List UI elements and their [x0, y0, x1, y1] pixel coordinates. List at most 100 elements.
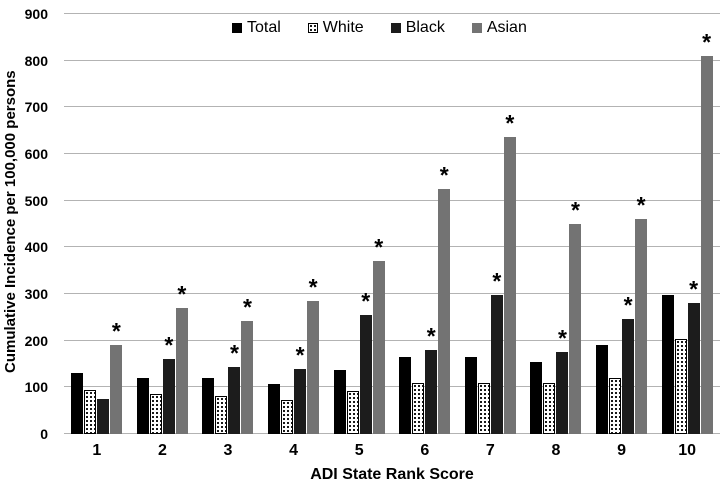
bar-total-3: [202, 377, 215, 434]
y-tick-label: 100: [24, 379, 48, 396]
y-tick-label: 800: [24, 52, 48, 69]
bar-black-1: [97, 398, 110, 434]
bar-asian-2: *: [175, 283, 188, 434]
bar-groups: * * * * * * * * * * * * * * * * * * *: [64, 14, 720, 434]
bar-black-5: *: [359, 290, 372, 434]
bar-white-7: [477, 382, 490, 434]
significance-asterisk: *: [177, 281, 187, 308]
bar-white-8: [543, 382, 556, 434]
bar-white-1: [84, 390, 97, 434]
legend-item-black: Black: [390, 19, 445, 37]
bar-white-10: [674, 339, 687, 434]
gridline: [64, 13, 720, 14]
bar-group-2: * *: [130, 14, 196, 434]
y-tick-label: 600: [24, 146, 48, 163]
legend-label-black: Black: [405, 19, 445, 36]
legend-swatch-total-icon: [232, 23, 242, 33]
bar-black-7: *: [490, 269, 503, 434]
y-tick-label: 200: [24, 332, 48, 349]
x-tick-label-3: 3: [223, 442, 233, 459]
gridline: [64, 293, 720, 295]
bar-asian-8: *: [569, 199, 582, 434]
bar-group-8: * *: [523, 14, 589, 434]
bar-black-2: *: [162, 333, 175, 434]
legend-item-total: Total: [232, 19, 281, 37]
significance-asterisk: *: [243, 294, 252, 321]
x-tick-label-8: 8: [551, 442, 561, 459]
gridline: [64, 433, 720, 434]
legend-swatch-asian-icon: [471, 23, 482, 33]
x-tick-label-6: 6: [420, 442, 430, 459]
significance-asterisk: *: [623, 292, 633, 319]
significance-asterisk: *: [557, 324, 567, 351]
gridline: [64, 199, 720, 201]
significance-asterisk: *: [230, 340, 239, 367]
significance-asterisk: *: [308, 274, 318, 301]
bar-total-5: [333, 370, 346, 434]
bar-total-4: [268, 383, 281, 434]
y-tick-label: 0: [40, 426, 48, 442]
legend-label-asian: Asian: [486, 19, 527, 36]
bar-black-4: *: [294, 343, 307, 434]
bar-total-1: [71, 372, 84, 434]
bar-group-3: * *: [195, 14, 261, 434]
bar-asian-10: *: [700, 31, 713, 434]
bar-group-5: * *: [326, 14, 392, 434]
x-axis-title: ADI State Rank Score: [310, 466, 474, 483]
bar-total-7: [464, 356, 477, 434]
significance-asterisk: *: [374, 234, 384, 261]
significance-asterisk: *: [505, 110, 515, 137]
x-tick-label-9: 9: [617, 442, 626, 459]
x-tick-label-1: 1: [92, 442, 102, 459]
y-tick-label: 700: [24, 99, 48, 116]
gridline: [64, 59, 720, 61]
bar-total-8: [530, 361, 543, 434]
y-tick-label: 500: [24, 192, 48, 209]
legend-swatch-black-icon: [390, 23, 401, 33]
significance-asterisk: *: [439, 161, 449, 188]
legend: Total White Black Asian: [226, 17, 533, 39]
bar-white-9: [609, 377, 622, 434]
bar-total-6: [399, 357, 412, 434]
significance-asterisk: *: [689, 275, 699, 302]
significance-asterisk: *: [492, 267, 502, 294]
bar-black-3: *: [228, 342, 241, 434]
significance-asterisk: *: [295, 341, 305, 368]
significance-asterisk: *: [426, 323, 436, 350]
bar-black-6: *: [425, 325, 438, 434]
bar-asian-1: *: [110, 319, 123, 434]
y-tick-label: 300: [24, 286, 48, 303]
significance-asterisk: *: [636, 191, 646, 218]
y-axis-tick-labels: 0 100 200 300 400 500 600 700 800 900: [2, 7, 56, 441]
bar-asian-6: *: [438, 163, 451, 434]
bar-white-3: [215, 396, 228, 434]
legend-swatch-white-icon: [307, 23, 318, 33]
gridline: [64, 246, 720, 248]
bar-group-4: * *: [261, 14, 327, 434]
x-tick-label-5: 5: [354, 442, 364, 459]
bar-asian-5: *: [372, 236, 385, 434]
y-tick-label: 400: [24, 239, 48, 256]
x-axis-tick-labels: 1 2 3 4 5 6 7 8 9 10: [64, 442, 720, 460]
legend-label-total: Total: [247, 19, 281, 36]
bar-asian-9: *: [635, 193, 648, 434]
bar-group-6: * *: [392, 14, 458, 434]
gridline: [64, 106, 720, 108]
bar-white-2: [149, 393, 162, 434]
bar-white-5: [346, 391, 359, 434]
significance-asterisk: *: [164, 331, 174, 358]
bar-total-2: [136, 377, 149, 434]
bar-asian-4: *: [307, 276, 320, 434]
bar-asian-3: *: [241, 296, 254, 434]
bar-group-1: *: [64, 14, 130, 434]
bar-group-10: * *: [654, 14, 720, 434]
x-tick-label-7: 7: [485, 442, 495, 459]
bar-group-7: * *: [458, 14, 524, 434]
legend-item-asian: Asian: [471, 19, 527, 37]
x-tick-label-4: 4: [289, 442, 299, 459]
significance-asterisk: *: [361, 288, 371, 314]
gridline: [64, 386, 720, 388]
significance-asterisk: *: [111, 317, 121, 344]
legend-item-white: White: [307, 19, 364, 37]
